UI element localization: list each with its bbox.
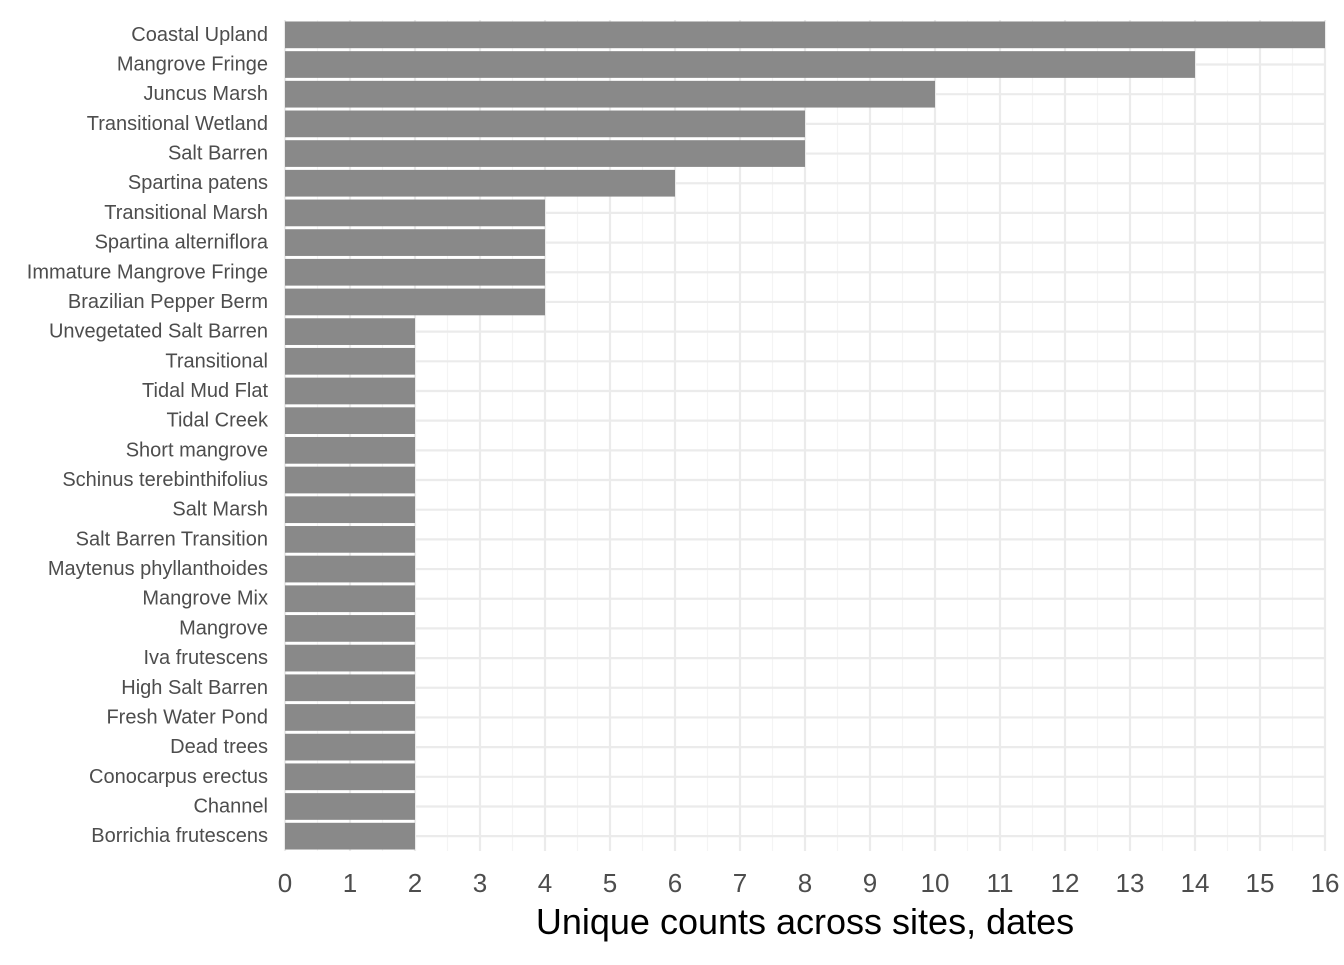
bar-schinus-terebinthifolius <box>285 466 415 494</box>
x-tick-label: 16 <box>1311 868 1340 898</box>
category-label: Iva frutescens <box>143 647 268 669</box>
x-tick-label: 15 <box>1246 868 1275 898</box>
category-label: Conocarpus erectus <box>89 766 268 788</box>
bar-spartina-alterniflora <box>285 229 545 256</box>
category-label: Channel <box>193 795 268 817</box>
bar-conocarpus-erectus <box>285 763 415 791</box>
bar-transitional-marsh <box>285 199 545 227</box>
x-tick-label: 14 <box>1181 868 1210 898</box>
x-tick-label: 7 <box>733 868 747 898</box>
bar-immature-mangrove-fringe <box>285 258 545 286</box>
x-tick-label: 6 <box>668 868 682 898</box>
category-label: Spartina alterniflora <box>95 232 269 254</box>
category-label: Salt Barren <box>168 143 268 165</box>
category-label: Mangrove <box>179 617 268 639</box>
x-tick-label: 3 <box>473 868 487 898</box>
x-tick-label: 11 <box>987 868 1014 898</box>
bar-channel <box>285 793 415 820</box>
bar-juncus-marsh <box>285 80 935 108</box>
category-label: Maytenus phyllanthoides <box>48 558 268 580</box>
bar-transitional-wetland <box>285 110 805 138</box>
bar-salt-barren-transition <box>285 526 415 553</box>
category-label: Transitional <box>165 350 268 372</box>
category-label: Transitional Wetland <box>87 113 268 135</box>
x-tick-label: 4 <box>538 868 552 898</box>
category-label: Dead trees <box>170 736 268 758</box>
bar-mangrove-fringe <box>285 51 1195 78</box>
x-tick-labels: 0 1 2 3 4 5 6 7 8 9 10 11 12 13 14 15 16 <box>278 868 1340 898</box>
x-tick-label: 9 <box>863 868 877 898</box>
x-tick-label: 5 <box>603 868 617 898</box>
category-label: Mangrove Mix <box>142 588 268 610</box>
x-tick-label: 12 <box>1051 868 1080 898</box>
x-tick-label: 2 <box>408 868 422 898</box>
category-label: Immature Mangrove Fringe <box>27 261 268 283</box>
category-label: Spartina patens <box>128 172 268 194</box>
bar-tidal-mud-flat <box>285 377 415 405</box>
bar-salt-barren <box>285 140 805 167</box>
bar-salt-marsh <box>285 496 415 524</box>
category-label: Schinus terebinthifolius <box>62 469 268 491</box>
bar-unvegetated-salt-barren <box>285 318 415 345</box>
bar-mangrove <box>285 615 415 642</box>
category-label: Unvegetated Salt Barren <box>49 321 268 343</box>
x-axis-title: Unique counts across sites, dates <box>536 901 1074 942</box>
category-labels: Coastal Upland Mangrove Fringe Juncus Mars… <box>27 24 269 847</box>
category-label: Brazilian Pepper Berm <box>68 291 268 313</box>
bar-short-mangrove <box>285 436 415 464</box>
bar-dead-trees <box>285 733 415 761</box>
category-label: Coastal Upland <box>131 24 268 46</box>
x-tick-label: 10 <box>921 868 950 898</box>
category-label: Mangrove Fringe <box>117 54 268 76</box>
x-tick-label: 1 <box>343 868 357 898</box>
x-tick-label: 0 <box>278 868 292 898</box>
category-label: Short mangrove <box>126 439 268 461</box>
category-label: Salt Marsh <box>172 499 268 521</box>
x-tick-label: 13 <box>1116 868 1145 898</box>
bar-iva-frutescens <box>285 644 415 672</box>
bar-brazilian-pepper-berm <box>285 288 545 316</box>
category-label: Borrichia frutescens <box>91 825 268 847</box>
bar-high-salt-barren <box>285 674 415 702</box>
bar-maytenus-phyllanthoides <box>285 555 415 583</box>
category-label: Tidal Mud Flat <box>142 380 268 402</box>
bar-fresh-water-pond <box>285 704 415 731</box>
x-tick-label: 8 <box>798 868 812 898</box>
category-label: Fresh Water Pond <box>106 706 268 728</box>
category-label: High Salt Barren <box>121 677 268 699</box>
category-label: Juncus Marsh <box>144 83 269 105</box>
bar-coastal-upland <box>285 21 1325 49</box>
bar-borrichia-frutescens <box>285 822 415 850</box>
bar-mangrove-mix <box>285 585 415 613</box>
bar-tidal-creek <box>285 407 415 435</box>
category-label: Tidal Creek <box>166 410 269 432</box>
category-label: Salt Barren Transition <box>76 528 268 550</box>
bar-spartina-patens <box>285 169 675 197</box>
bar-transitional <box>285 347 415 375</box>
bars-layer <box>285 21 1325 850</box>
category-label: Transitional Marsh <box>104 202 268 224</box>
